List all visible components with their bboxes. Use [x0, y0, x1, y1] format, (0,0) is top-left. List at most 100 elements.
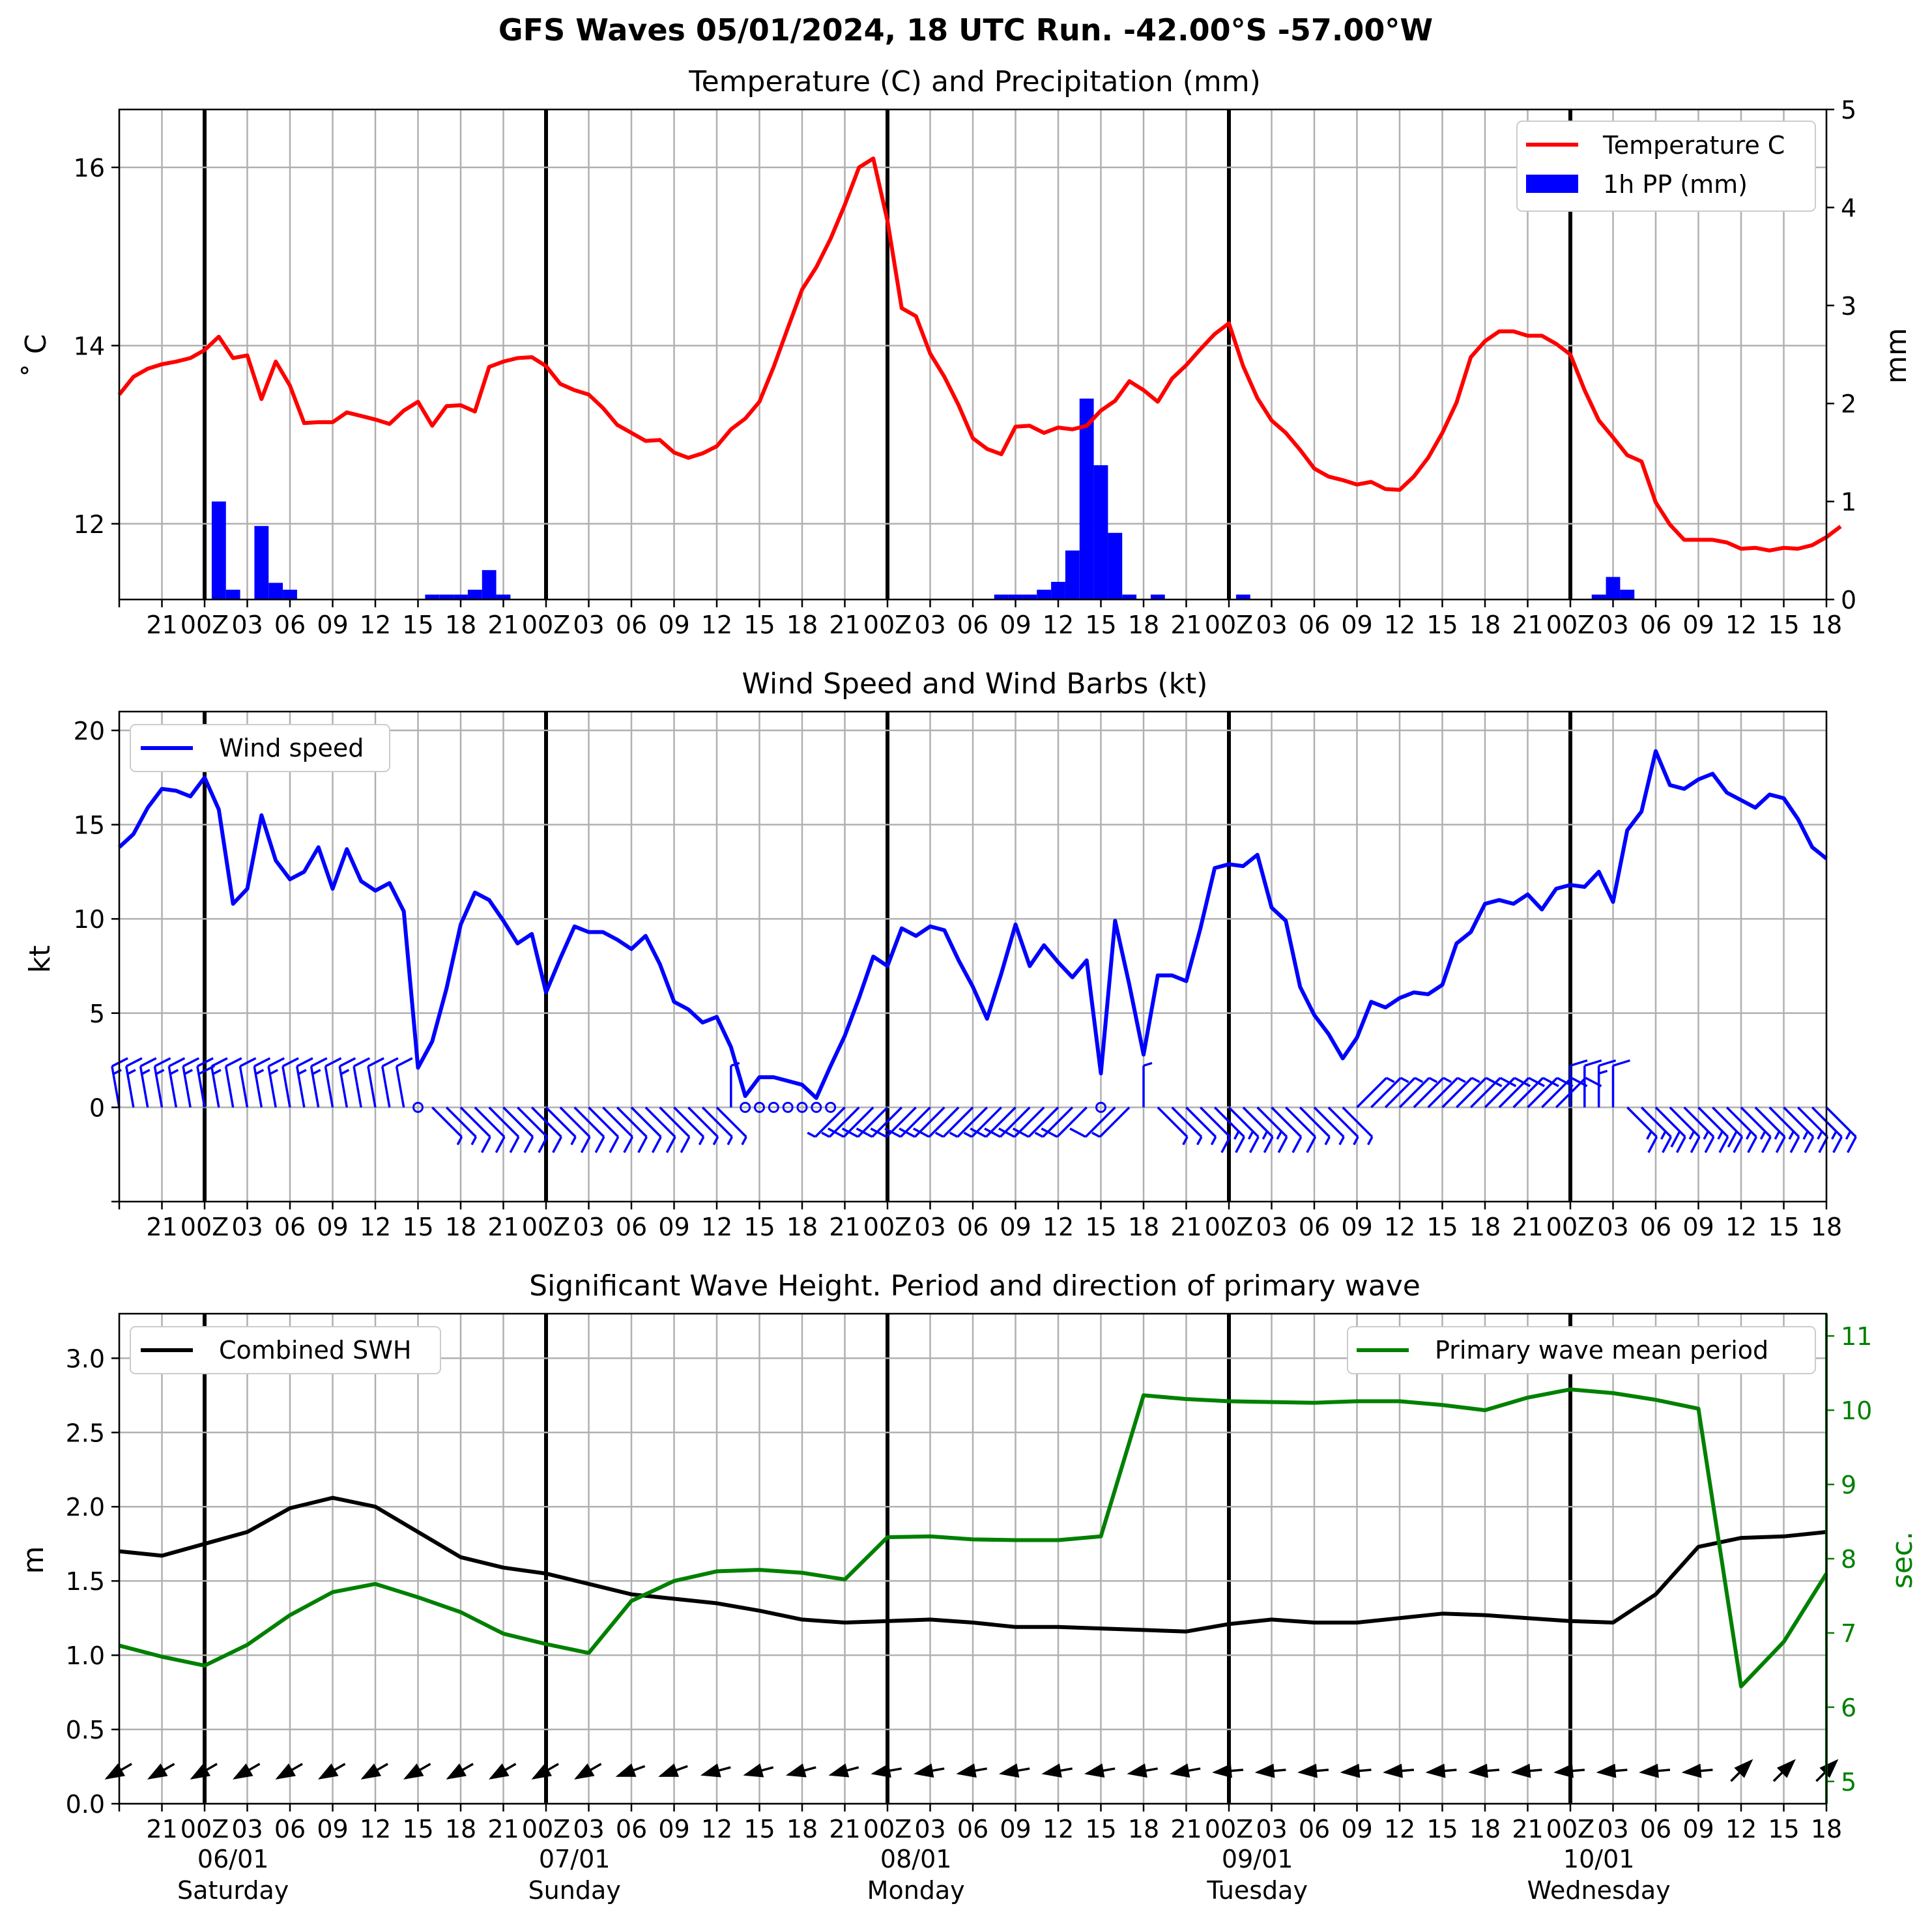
wind-barb-halfflag: [1210, 1136, 1217, 1146]
wave-panel: Significant Wave Height. Period and dire…: [17, 1269, 1919, 1905]
x-tick-label: 00Z: [1205, 1213, 1253, 1241]
wind-barb-shaft: [459, 1106, 491, 1138]
wind-barb-shaft: [1084, 1106, 1116, 1138]
wind-barb-shaft: [1712, 1106, 1743, 1138]
wave-arrow-head: [700, 1763, 721, 1778]
wind-barb-halfflag: [1034, 1131, 1044, 1138]
x-tick-label: 18: [786, 1815, 818, 1843]
x-tick-label: 21: [1170, 611, 1202, 639]
wind-barb-shaft: [1740, 1106, 1772, 1138]
y2-tick-label: 0: [1841, 586, 1856, 614]
x-tick-label: 00Z: [522, 611, 570, 639]
temperature-axis-label: ˚ C: [20, 334, 53, 378]
wind-barb-flag: [680, 1136, 691, 1153]
y-tick-label: 0.0: [66, 1790, 105, 1819]
wind-barb-shaft: [1028, 1106, 1060, 1138]
x-tick-label: 03: [1597, 611, 1628, 639]
wind-barb-halfflag: [1262, 1131, 1269, 1140]
wind-barb-flag: [1277, 1136, 1288, 1153]
wind-barb-flag: [665, 1136, 676, 1153]
y-tick-label: 10: [74, 905, 105, 934]
wind-barb-flag: [1775, 1136, 1786, 1153]
wind-barb-shaft: [1427, 1076, 1459, 1108]
wind-barb-shaft: [1669, 1106, 1701, 1138]
wind-barb-flag: [1499, 1076, 1517, 1088]
wind-barb-flag: [1528, 1076, 1545, 1088]
x-tick-label: 18: [1469, 611, 1501, 639]
precip-bar: [1093, 465, 1108, 599]
wave-arrow-head: [489, 1763, 510, 1780]
wind-barb-halfflag: [1717, 1131, 1723, 1140]
x-tick-label: 18: [445, 611, 476, 639]
x-tick-label: 15: [1768, 1213, 1799, 1241]
wave-arrow-head: [531, 1763, 552, 1780]
x-tick-label: 03: [573, 611, 604, 639]
wind-barb-halfflag: [1845, 1131, 1852, 1140]
wind-barb-shaft: [1626, 1106, 1658, 1138]
x-tick-label: 18: [1128, 611, 1159, 639]
wave-arrow-head: [233, 1763, 253, 1780]
wind-barb-shaft: [545, 1106, 577, 1138]
x-tick-label: 09: [317, 1815, 348, 1843]
wind-barb-flag: [623, 1136, 634, 1153]
y2-tick-label: 1: [1841, 488, 1856, 517]
wind-barb-shaft: [559, 1106, 591, 1138]
precip-bar: [467, 589, 482, 599]
wind-barb-halfflag: [155, 1069, 165, 1075]
wave-arrow-head: [403, 1763, 424, 1780]
wind-barb-flag: [368, 1057, 384, 1067]
wind-barb-shaft: [701, 1106, 733, 1138]
x-tick-label: 09: [1000, 1815, 1031, 1843]
wind-barb-flag: [324, 1057, 342, 1067]
x-tick-label: 03: [573, 1213, 604, 1241]
x-tick-label: 00Z: [863, 611, 912, 639]
wind-barb-halfflag: [470, 1136, 477, 1146]
period-series-line: [119, 1387, 1828, 1688]
wind-barb-shaft: [1527, 1076, 1558, 1108]
wind-barb-halfflag: [741, 1136, 747, 1146]
wave-direction-arrows: [104, 1759, 1839, 1782]
precip-bar: [496, 594, 511, 599]
y2-tick-label: 7: [1841, 1619, 1856, 1648]
x-tick-label: 03: [231, 611, 263, 639]
legend-precip-label: 1h PP (mm): [1603, 170, 1748, 199]
wind-barb-halfflag: [1091, 1131, 1101, 1138]
wave-arrow-head: [956, 1763, 977, 1778]
temperature-grid: [118, 109, 1828, 599]
wind-barb-flag: [268, 1057, 285, 1067]
wind-barb-halfflag: [1817, 1131, 1823, 1140]
x-tick-label: 12: [1043, 1213, 1074, 1241]
figure-suptitle: GFS Waves 05/01/2024, 18 UTC Run. -42.00…: [498, 12, 1433, 48]
wind-barb-halfflag: [1276, 1131, 1282, 1140]
x-tick-label: 15: [743, 1213, 775, 1241]
wave-arrow-head: [1084, 1763, 1105, 1778]
wind-barb-calm: [754, 1101, 765, 1113]
y-tick-label: 0.5: [66, 1716, 105, 1744]
wind-barb-flag: [1647, 1136, 1658, 1153]
day-date-label: 09/01: [1222, 1845, 1293, 1873]
wind-barb-shaft: [1754, 1106, 1786, 1138]
wind-barb-flag: [282, 1057, 299, 1067]
wind-barb-flag: [125, 1057, 143, 1067]
x-tick-label: 15: [743, 611, 775, 639]
wind-barb-calm: [782, 1101, 794, 1113]
wind-barb-flag: [1761, 1136, 1772, 1153]
wind-barb-shaft: [431, 1106, 463, 1138]
wind-barb-flag: [594, 1136, 605, 1153]
y-tick-label: 20: [74, 717, 105, 745]
wind-barb-halfflag: [456, 1136, 463, 1146]
wind-barb-shaft: [616, 1106, 648, 1138]
y-tick-label: 3.0: [66, 1344, 105, 1373]
wave-arrow-head: [615, 1763, 637, 1777]
x-tick-label: 09: [1341, 1815, 1372, 1843]
x-tick-label: 12: [701, 1213, 732, 1241]
wind-barb-shaft: [324, 1066, 334, 1108]
x-tick-label: 12: [701, 1815, 732, 1843]
wind-barb-shaft: [1327, 1106, 1359, 1138]
wind-barb-shaft: [942, 1106, 974, 1138]
wind-barb-shaft: [928, 1106, 960, 1138]
wind-barb-flag: [1584, 1059, 1602, 1067]
wind-barb-calm: [796, 1101, 808, 1113]
x-tick-label: 12: [1043, 611, 1074, 639]
wind-barb-halfflag: [269, 1069, 279, 1075]
